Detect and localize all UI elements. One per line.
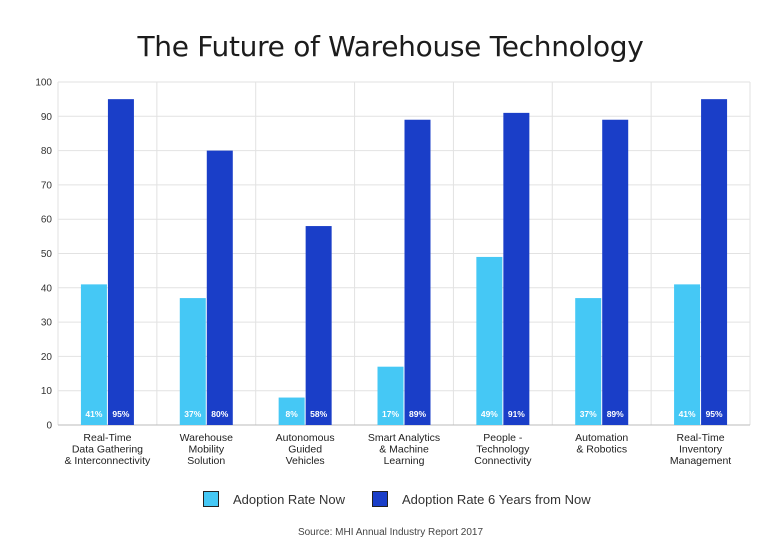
data-labels: 41% 95% 37% 80% 8% 58% 17% 89% 49% 91% 37% 89% 41% 95… (85, 409, 723, 419)
legend-swatch-now (203, 491, 219, 507)
x-tick-label: & Interconnectivity (65, 455, 152, 467)
legend-item-now: Adoption Rate Now (203, 488, 345, 510)
y-tick-label: 60 (41, 215, 53, 226)
data-label: 8% (285, 409, 298, 419)
data-label: 89% (409, 409, 426, 419)
data-label: 41% (85, 409, 102, 419)
bar-series-1 (206, 150, 233, 425)
x-tick-label: Guided (288, 444, 322, 456)
grid-lines (57, 81, 751, 426)
y-tick-label: 90 (41, 112, 53, 123)
data-label: 37% (580, 409, 597, 419)
bar-series-1 (404, 119, 431, 425)
bars (80, 99, 728, 426)
x-tick-label: Learning (384, 455, 425, 467)
bar-series-0 (377, 366, 404, 425)
bar-series-1 (503, 112, 530, 426)
data-label: 95% (112, 409, 129, 419)
bar-series-0 (179, 298, 206, 425)
x-tick-label: Mobility (188, 444, 224, 456)
data-label: 17% (382, 409, 399, 419)
data-label: 49% (481, 409, 498, 419)
x-tick-label: Smart Analytics (368, 432, 440, 444)
x-tick-label: People - (483, 432, 523, 444)
x-tick-label: Real-Time (83, 432, 131, 444)
y-tick-label: 0 (46, 421, 52, 432)
bar-series-1 (602, 119, 629, 425)
x-tick-label: Real-Time (677, 432, 725, 444)
data-label: 58% (310, 409, 327, 419)
x-tick-label: & Machine (379, 444, 429, 456)
x-tick-label: Technology (476, 444, 530, 456)
bar-series-0 (80, 284, 107, 425)
bar-series-1 (305, 226, 332, 425)
bar-series-0 (278, 397, 305, 425)
legend-swatch-future (372, 491, 388, 507)
legend-label-future: Adoption Rate 6 Years from Now (402, 491, 591, 507)
bar-series-0 (674, 284, 701, 425)
bar-series-1 (701, 99, 728, 426)
y-tick-label: 70 (41, 180, 53, 191)
bar-series-1 (107, 99, 134, 426)
legend-item-future: Adoption Rate 6 Years from Now (372, 488, 591, 510)
data-label: 91% (508, 409, 525, 419)
x-tick-label: Warehouse (180, 432, 233, 444)
x-tick-label: Solution (187, 455, 225, 467)
y-tick-label: 100 (35, 78, 52, 89)
data-label: 41% (679, 409, 696, 419)
y-tick-label: 80 (41, 146, 53, 157)
source-note: Source: MHI Annual Industry Report 2017 (297, 527, 484, 538)
data-label: 37% (184, 409, 201, 419)
x-tick-label: Inventory (679, 444, 723, 456)
x-tick-label: Management (670, 455, 731, 467)
bar-series-0 (575, 298, 602, 425)
x-tick-label: Data Gathering (72, 444, 143, 456)
y-tick-label: 50 (41, 249, 53, 260)
y-tick-label: 10 (41, 386, 53, 397)
x-tick-label: Vehicles (286, 455, 325, 467)
y-tick-label: 20 (41, 352, 53, 363)
x-tick-label: & Robotics (576, 444, 627, 456)
bar-series-0 (476, 256, 503, 425)
y-tick-label: 40 (41, 283, 53, 294)
legend-label-now: Adoption Rate Now (233, 491, 346, 507)
chart-title: The Future of Warehouse Technology (137, 30, 644, 63)
data-label: 80% (211, 409, 228, 419)
x-tick-label: Connectivity (474, 455, 532, 467)
x-tick-label: Autonomous (276, 432, 335, 444)
x-tick-label: Automation (575, 432, 628, 444)
data-label: 95% (706, 409, 723, 419)
y-tick-label: 30 (41, 318, 53, 329)
data-label: 89% (607, 409, 624, 419)
y-axis: 0 10 20 30 40 50 60 70 80 90 100 (35, 78, 52, 432)
bar-chart: 0 10 20 30 40 50 60 70 80 90 100 41% 95% 37% 80% 8% 58%… (35, 78, 751, 467)
